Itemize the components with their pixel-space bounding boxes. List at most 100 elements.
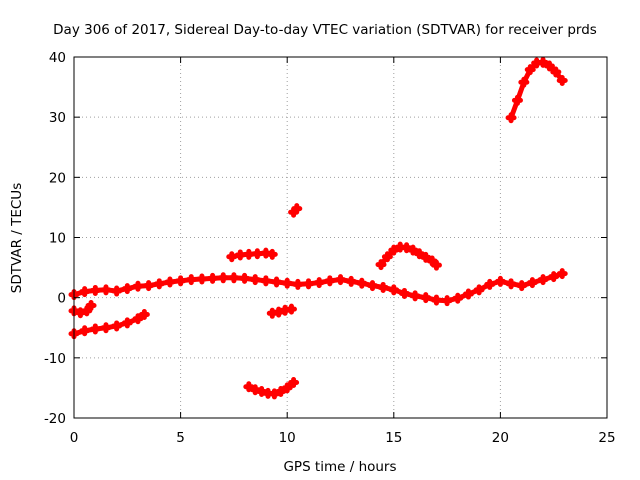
data-point (132, 313, 144, 325)
data-point (143, 280, 155, 292)
data-point (164, 276, 176, 288)
data-point (292, 278, 304, 290)
data-point (388, 284, 400, 296)
data-point (313, 277, 325, 289)
y-axis-label: SDTVAR / TECUs (9, 183, 25, 293)
data-point (526, 277, 538, 289)
data-point (537, 274, 549, 286)
x-tick-label: 5 (176, 430, 185, 446)
x-axis-label: GPS time / hours (283, 459, 396, 475)
data-point (243, 248, 255, 260)
data-point (268, 388, 280, 400)
y-tick-labels: -20 -10 0 10 20 30 40 (44, 50, 66, 427)
data-point (388, 244, 400, 256)
data-point (516, 280, 528, 292)
axis-ticks (73, 56, 608, 419)
series-arc-7-points (226, 247, 278, 263)
data-point (185, 274, 197, 286)
data-point (196, 273, 208, 285)
grid (74, 57, 607, 418)
data-point (524, 64, 536, 76)
data-point (452, 292, 464, 304)
data-point (420, 292, 432, 304)
data-point (548, 271, 560, 283)
data-point (266, 248, 278, 260)
data-point (111, 285, 123, 297)
data-point (285, 303, 297, 315)
data-point (121, 283, 133, 295)
data-point (324, 275, 336, 287)
data-point (430, 294, 442, 306)
chart-title: Day 306 of 2017, Sidereal Day-to-day VTE… (53, 22, 597, 38)
x-tick-label: 20 (492, 430, 509, 446)
data-point (430, 259, 442, 271)
data-point (79, 325, 91, 337)
data-point (260, 275, 272, 287)
y-tick-label: 0 (57, 291, 66, 307)
data-point (375, 259, 387, 271)
data-point (494, 275, 506, 287)
series-arc-35-points (505, 56, 568, 124)
data-point (401, 242, 413, 254)
x-tick-labels: 0 5 10 15 20 25 (70, 430, 616, 446)
x-tick-label: 25 (598, 430, 615, 446)
data-point (239, 272, 251, 284)
data-point (175, 275, 187, 287)
data-point (121, 317, 133, 329)
data-point (243, 381, 255, 393)
data-point (381, 251, 393, 263)
data-point (132, 280, 144, 292)
data-point (100, 322, 112, 334)
data-point (234, 249, 246, 261)
x-tick-label: 15 (385, 430, 402, 446)
data-point (81, 305, 93, 317)
data-point (89, 284, 101, 296)
y-tick-label: -10 (44, 351, 66, 367)
data-point (518, 76, 530, 88)
data-point (303, 278, 315, 290)
data-point (281, 277, 293, 289)
series-main-band-points (68, 268, 568, 307)
data-point (153, 278, 165, 290)
series-seg-14-points (288, 203, 303, 218)
data-point (537, 56, 549, 68)
x-tick-label: 10 (279, 430, 296, 446)
data-point (111, 320, 123, 332)
data-point (505, 112, 517, 124)
data-point (356, 277, 368, 289)
x-tick-label: 0 (70, 430, 79, 446)
data-point (462, 288, 474, 300)
data-point (275, 386, 287, 398)
data-point (345, 275, 357, 287)
data-point (505, 278, 517, 290)
data-point (413, 248, 425, 260)
data-point (366, 280, 378, 292)
plot-frame (73, 56, 608, 419)
data-point (288, 377, 300, 389)
data-point (138, 309, 150, 321)
data-point (420, 251, 432, 263)
data-point (441, 295, 453, 307)
y-tick-label: -20 (44, 411, 66, 427)
data-point (85, 299, 97, 311)
data-point (550, 66, 562, 78)
data-point (556, 268, 568, 280)
data-point (484, 278, 496, 290)
y-tick-label: 20 (49, 170, 66, 186)
data-point (281, 382, 293, 394)
data-point (426, 255, 438, 267)
data-point (207, 272, 219, 284)
data-point (271, 276, 283, 288)
y-tick-label: 40 (49, 50, 66, 66)
data-point (228, 272, 240, 284)
data-point (217, 272, 229, 284)
series-seg-minus-2-points (266, 303, 297, 319)
data-point (409, 290, 421, 302)
data-point (543, 60, 555, 72)
data-point (79, 286, 91, 298)
data-point (89, 323, 101, 335)
data-point (556, 74, 568, 86)
y-tick-label: 30 (49, 110, 66, 126)
data-point (511, 94, 523, 106)
